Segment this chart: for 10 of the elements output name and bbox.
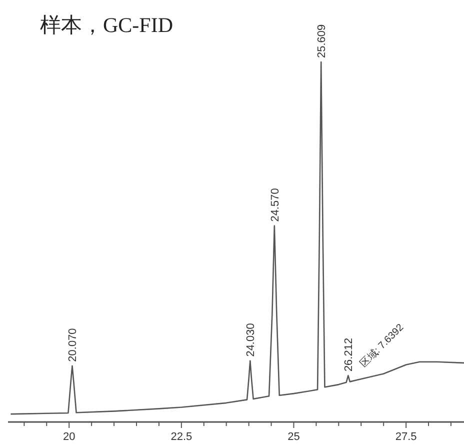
annotation: 24.030 xyxy=(245,323,258,357)
x-tick-label: 27.5 xyxy=(395,431,417,443)
chart-title: 样本，GC-FID xyxy=(40,13,174,37)
annotation: 20.070 xyxy=(67,328,80,362)
annotation: 25.609 xyxy=(316,24,328,58)
x-tick-label: 20 xyxy=(62,431,76,443)
x-tick-label: 22.5 xyxy=(170,431,192,443)
annotation: 26.212 xyxy=(343,338,356,372)
annotation: 24.570 xyxy=(269,188,282,222)
x-tick-label: 25 xyxy=(288,431,300,443)
